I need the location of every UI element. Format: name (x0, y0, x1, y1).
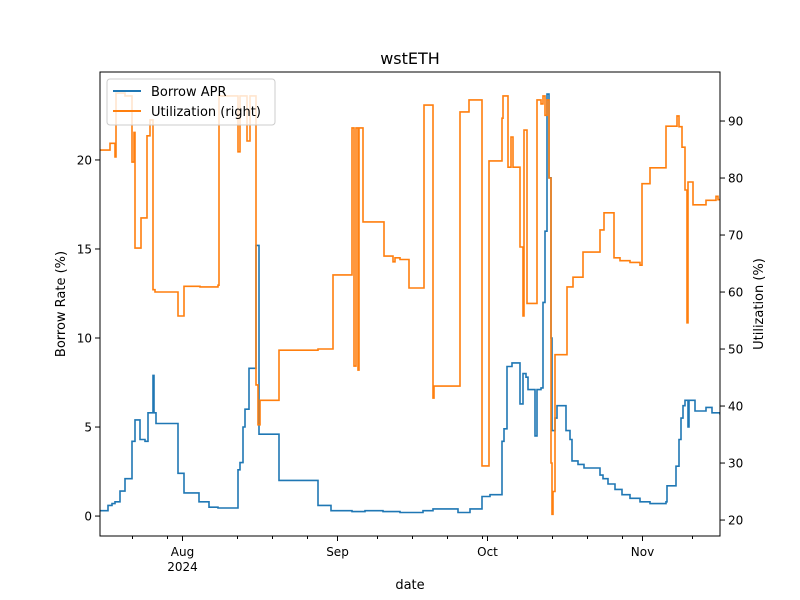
legend-box (106, 78, 276, 126)
y-right-tick-label: 70 (728, 229, 743, 243)
y-tick-label: 20 (77, 153, 92, 167)
x-tick-label: Sep (326, 545, 349, 559)
y-tick-label: 15 (77, 242, 92, 256)
legend-label-borrow-apr: Borrow APR (151, 85, 227, 100)
plot-area (100, 92, 720, 516)
y-axis-label-right: Utilization (%) (752, 258, 767, 350)
chart-title: wstETH (380, 49, 440, 68)
y-right-tick-label: 90 (728, 115, 743, 129)
series-line-utilization (100, 92, 720, 516)
y-right-tick-label: 80 (728, 172, 743, 186)
y-right-tick-label: 40 (728, 400, 743, 414)
y-right-tick-label: 60 (728, 286, 743, 300)
y-tick-label: 0 (84, 510, 92, 524)
series-line-borrow-apr (100, 93, 720, 514)
x-tick-label: Aug (171, 545, 194, 559)
y-tick-label: 5 (84, 421, 92, 435)
y-right-tick-label: 30 (728, 457, 743, 471)
y-right-tick-label: 50 (728, 343, 743, 357)
legend: Borrow APR Utilization (right) (106, 78, 276, 126)
y-axis-right: 20 30 40 50 60 70 80 90 (720, 115, 743, 528)
x-tick-label: Nov (631, 545, 654, 559)
y-tick-label: 10 (77, 332, 92, 346)
x-axis-label: date (395, 578, 424, 593)
x-tick-label: Oct (477, 545, 498, 559)
y-right-tick-label: 20 (728, 514, 743, 528)
x-tick-sublabel: 2024 (167, 560, 198, 574)
legend-label-utilization: Utilization (right) (151, 105, 261, 120)
axes-frame (99, 71, 721, 537)
y-axis-left: 0 5 10 15 20 (77, 153, 100, 524)
y-axis-label-left: Borrow Rate (%) (54, 251, 69, 357)
